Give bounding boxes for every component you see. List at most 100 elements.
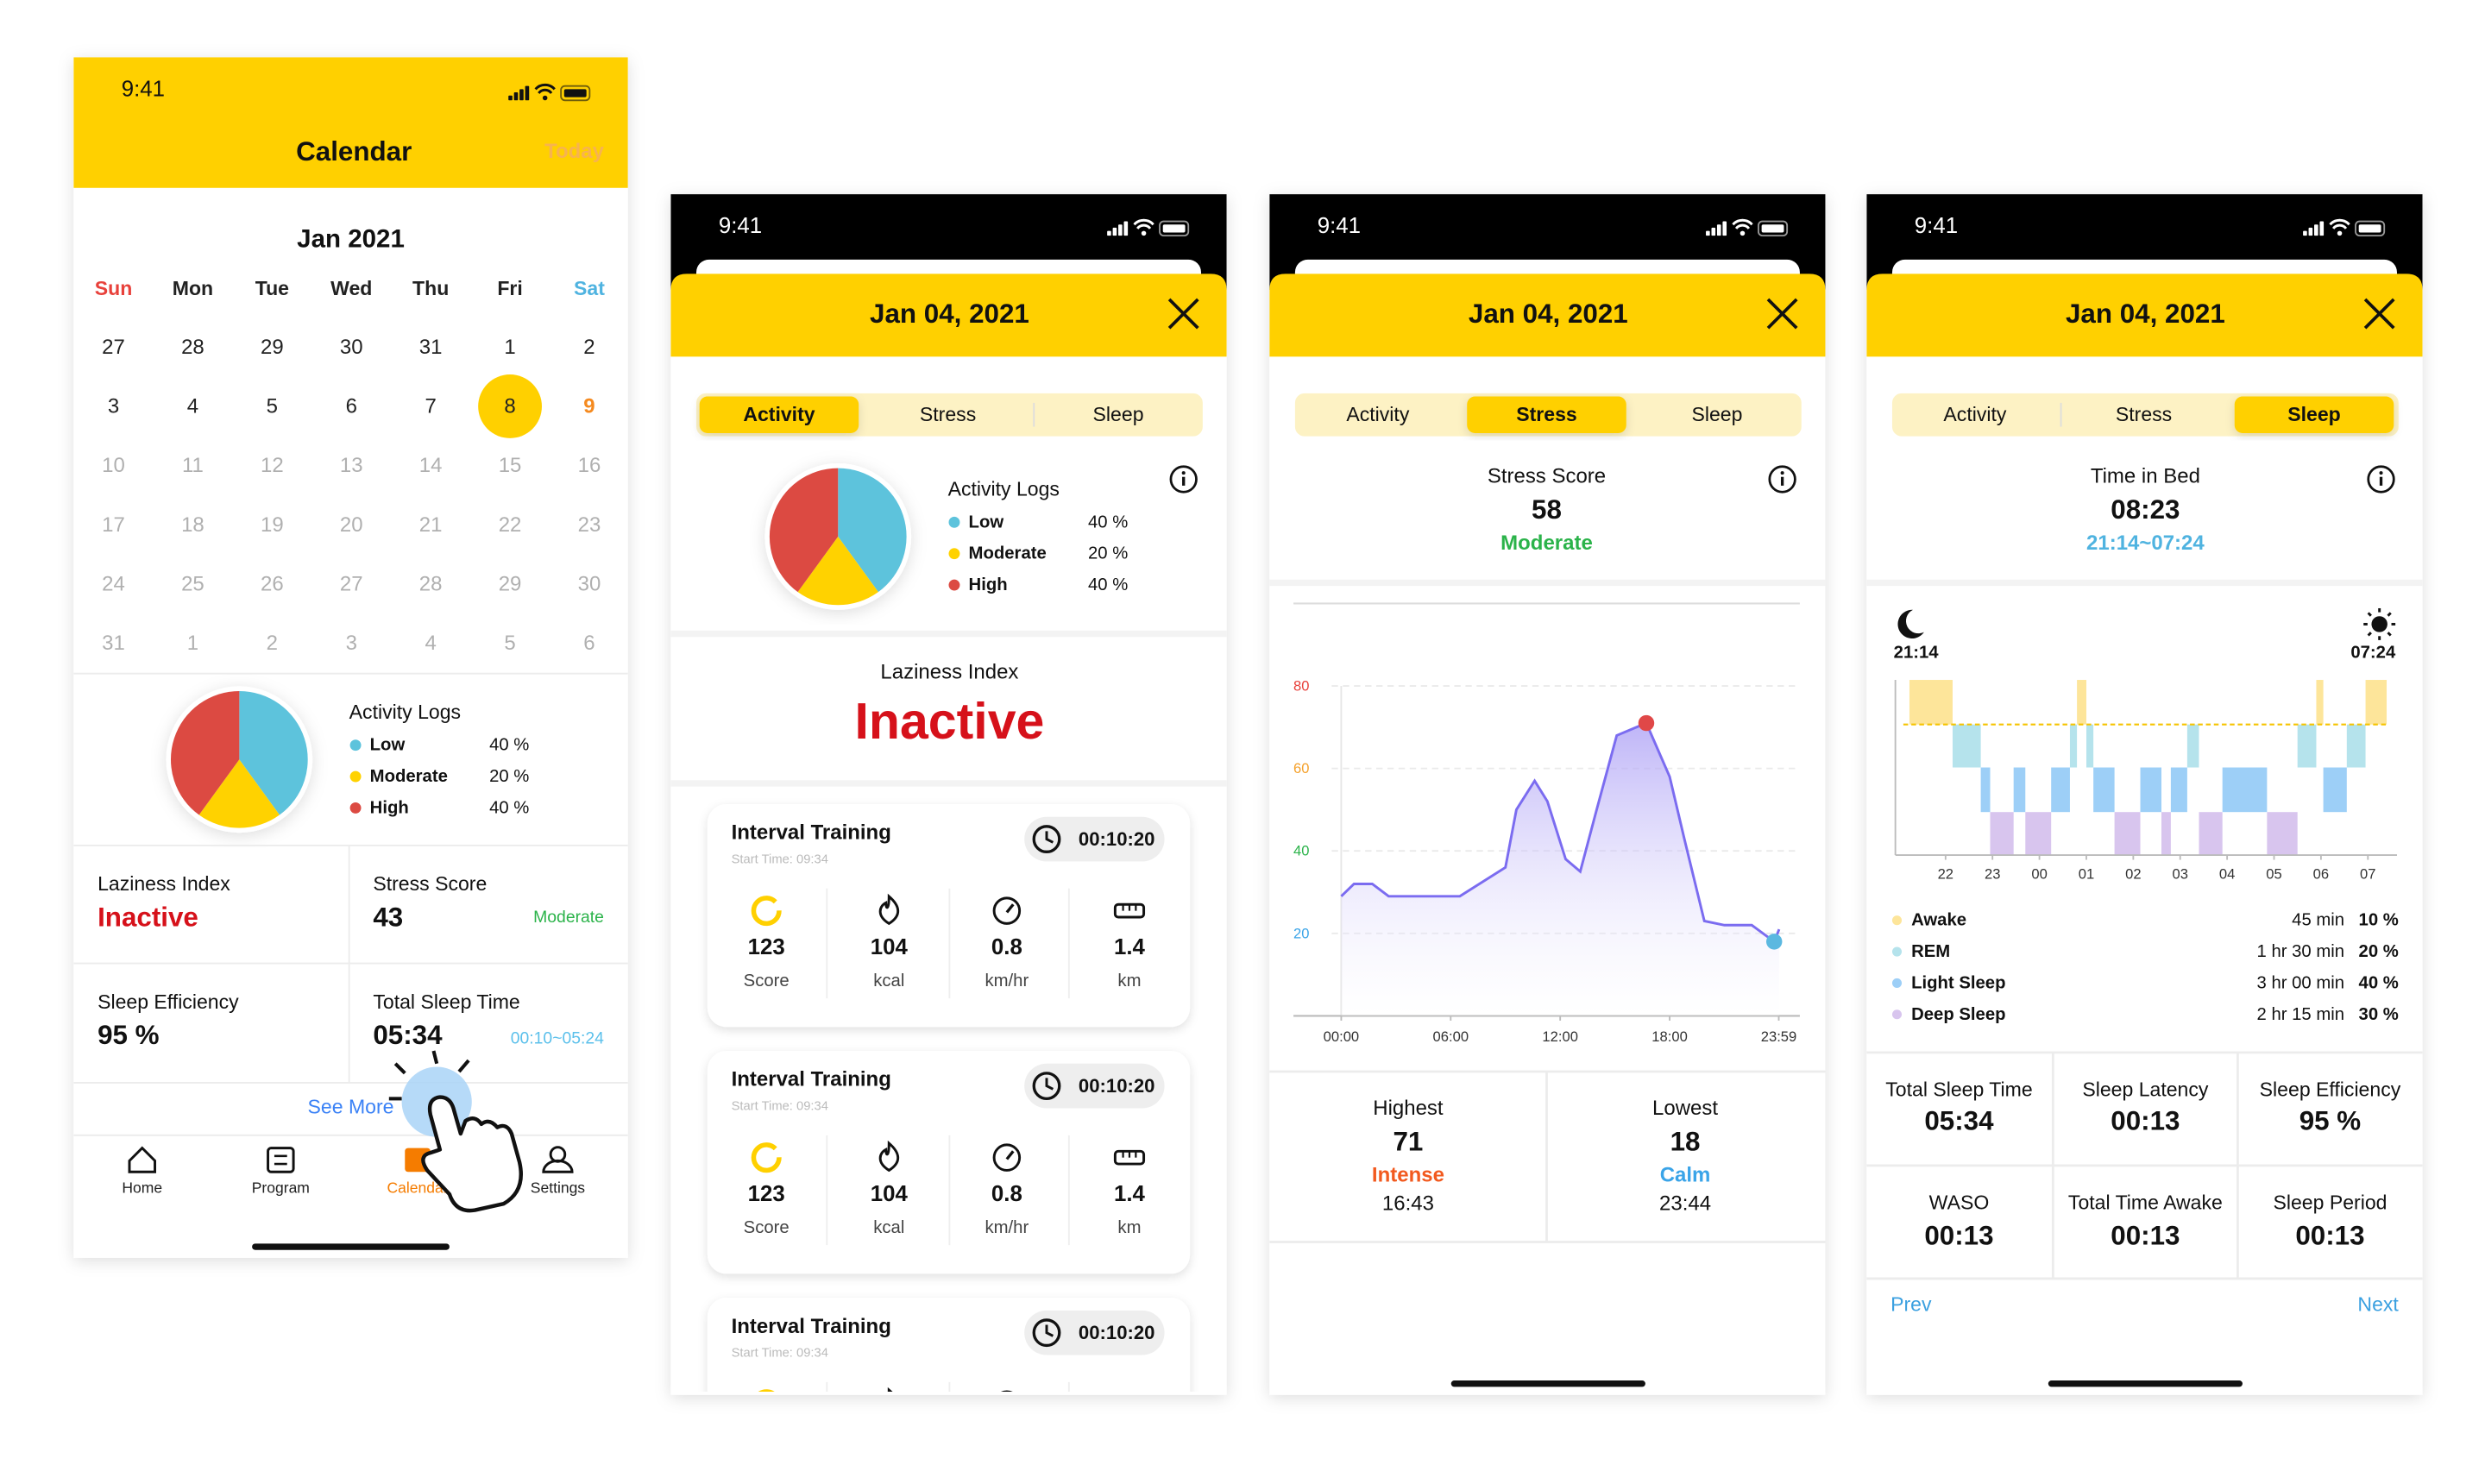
- day[interactable]: 15: [499, 454, 522, 477]
- sun-ray: [2367, 632, 2372, 637]
- day[interactable]: 20: [340, 513, 363, 537]
- extreme-label: Highest: [1373, 1097, 1444, 1120]
- close-icon[interactable]: [1766, 298, 1798, 330]
- stat-unit: km/hr: [985, 972, 1029, 990]
- day[interactable]: 3: [108, 394, 119, 418]
- day[interactable]: 1: [187, 632, 198, 655]
- day[interactable]: 22: [499, 513, 522, 537]
- prev-link[interactable]: Prev: [1890, 1292, 1932, 1315]
- section-divider: [670, 780, 1227, 787]
- info-icon: [1182, 476, 1186, 486]
- legend-name: High: [370, 798, 409, 817]
- segment-tab[interactable]: Stress: [920, 403, 976, 425]
- day[interactable]: 5: [504, 632, 515, 655]
- session-start: Start Time: 09:34: [732, 853, 828, 867]
- sleep-segment: [2093, 767, 2115, 813]
- status-time: 9:41: [1318, 214, 1361, 238]
- nav-label[interactable]: Program: [252, 1179, 310, 1197]
- sleep-segment: [1980, 767, 1991, 813]
- stat-unit: km/hr: [985, 1218, 1029, 1237]
- day[interactable]: 6: [346, 394, 357, 418]
- session-title: Interval Training: [732, 821, 891, 845]
- close-icon[interactable]: [2363, 298, 2395, 330]
- info-icon: [2367, 465, 2395, 494]
- laziness-value: Inactive: [854, 693, 1044, 750]
- segment-tab[interactable]: Sleep: [2287, 403, 2341, 425]
- day[interactable]: 4: [187, 394, 198, 418]
- day[interactable]: 30: [578, 572, 601, 595]
- day[interactable]: 28: [181, 336, 204, 359]
- segment-tab[interactable]: Sleep: [1691, 403, 1742, 425]
- day[interactable]: 31: [102, 632, 125, 655]
- day[interactable]: 8: [504, 394, 515, 418]
- legend-dot: [349, 739, 362, 751]
- day[interactable]: 29: [261, 336, 284, 359]
- segment-tab[interactable]: Activity: [1346, 403, 1409, 425]
- day[interactable]: 14: [419, 454, 443, 477]
- day[interactable]: 11: [182, 454, 204, 477]
- hand-icon: [421, 1095, 523, 1213]
- day[interactable]: 2: [267, 632, 278, 655]
- day[interactable]: 17: [102, 513, 125, 537]
- wifi-dot: [1141, 230, 1147, 236]
- day[interactable]: 7: [425, 394, 436, 418]
- day[interactable]: 29: [499, 572, 522, 595]
- nav-label[interactable]: Settings: [531, 1179, 586, 1197]
- day[interactable]: 4: [425, 632, 436, 655]
- signal-bar: [2308, 227, 2313, 236]
- legend-dot: [1891, 946, 1903, 957]
- score-label: Stress Score: [1488, 464, 1606, 487]
- day[interactable]: 31: [419, 336, 443, 359]
- signal-bar: [1107, 230, 1111, 236]
- session-duration: 00:10:20: [1079, 1322, 1155, 1343]
- segment-tab[interactable]: Stress: [1516, 403, 1576, 425]
- battery: [2355, 220, 2386, 237]
- close-icon[interactable]: [1167, 298, 1199, 330]
- extreme-value: 71: [1393, 1127, 1423, 1157]
- day[interactable]: 19: [261, 513, 284, 537]
- day[interactable]: 26: [261, 572, 284, 595]
- day[interactable]: 23: [578, 513, 601, 537]
- day[interactable]: 6: [583, 632, 595, 655]
- day[interactable]: 30: [340, 336, 363, 359]
- stat-value: 1.4: [1114, 1182, 1146, 1206]
- day[interactable]: 13: [340, 454, 363, 477]
- sleep-segment: [2186, 724, 2199, 768]
- segment-tab[interactable]: Activity: [743, 403, 815, 425]
- segment-tab[interactable]: Stress: [2116, 403, 2172, 425]
- stat-icon: [758, 1389, 775, 1392]
- stat-unit: km: [1117, 1465, 1141, 1484]
- stage-duration: 45 min: [2292, 911, 2344, 930]
- segment-tab[interactable]: Sleep: [1093, 403, 1144, 425]
- nav-label[interactable]: Calendar: [387, 1179, 448, 1197]
- day[interactable]: 3: [346, 632, 357, 655]
- day[interactable]: 2: [583, 336, 595, 359]
- sun-ray: [2387, 612, 2392, 617]
- day[interactable]: 12: [261, 454, 284, 477]
- see-more-link[interactable]: See More: [308, 1096, 394, 1118]
- session-title: Interval Training: [732, 1315, 891, 1338]
- info-icon: [1181, 471, 1186, 475]
- today-button[interactable]: Today: [544, 140, 605, 163]
- legend-value: 40 %: [489, 798, 529, 817]
- day[interactable]: 5: [267, 394, 278, 418]
- day[interactable]: 1: [504, 336, 515, 359]
- day[interactable]: 10: [102, 454, 125, 477]
- y-tick-label: 20: [1293, 925, 1309, 941]
- clock-icon: [1032, 825, 1061, 853]
- day[interactable]: 27: [102, 336, 125, 359]
- day[interactable]: 9: [583, 394, 595, 418]
- day[interactable]: 28: [419, 572, 443, 595]
- day[interactable]: 16: [578, 454, 601, 477]
- day[interactable]: 21: [419, 513, 443, 537]
- day[interactable]: 27: [340, 572, 363, 595]
- day[interactable]: 18: [181, 513, 204, 537]
- nav-label[interactable]: Home: [122, 1179, 162, 1197]
- signal-bar: [1118, 224, 1123, 236]
- x-tick-label: 05: [2266, 866, 2281, 883]
- day[interactable]: 25: [181, 572, 204, 595]
- y-tick-label: 40: [1293, 843, 1309, 859]
- next-link[interactable]: Next: [2357, 1292, 2399, 1315]
- segment-tab[interactable]: Activity: [1943, 403, 2006, 425]
- day[interactable]: 24: [102, 572, 125, 595]
